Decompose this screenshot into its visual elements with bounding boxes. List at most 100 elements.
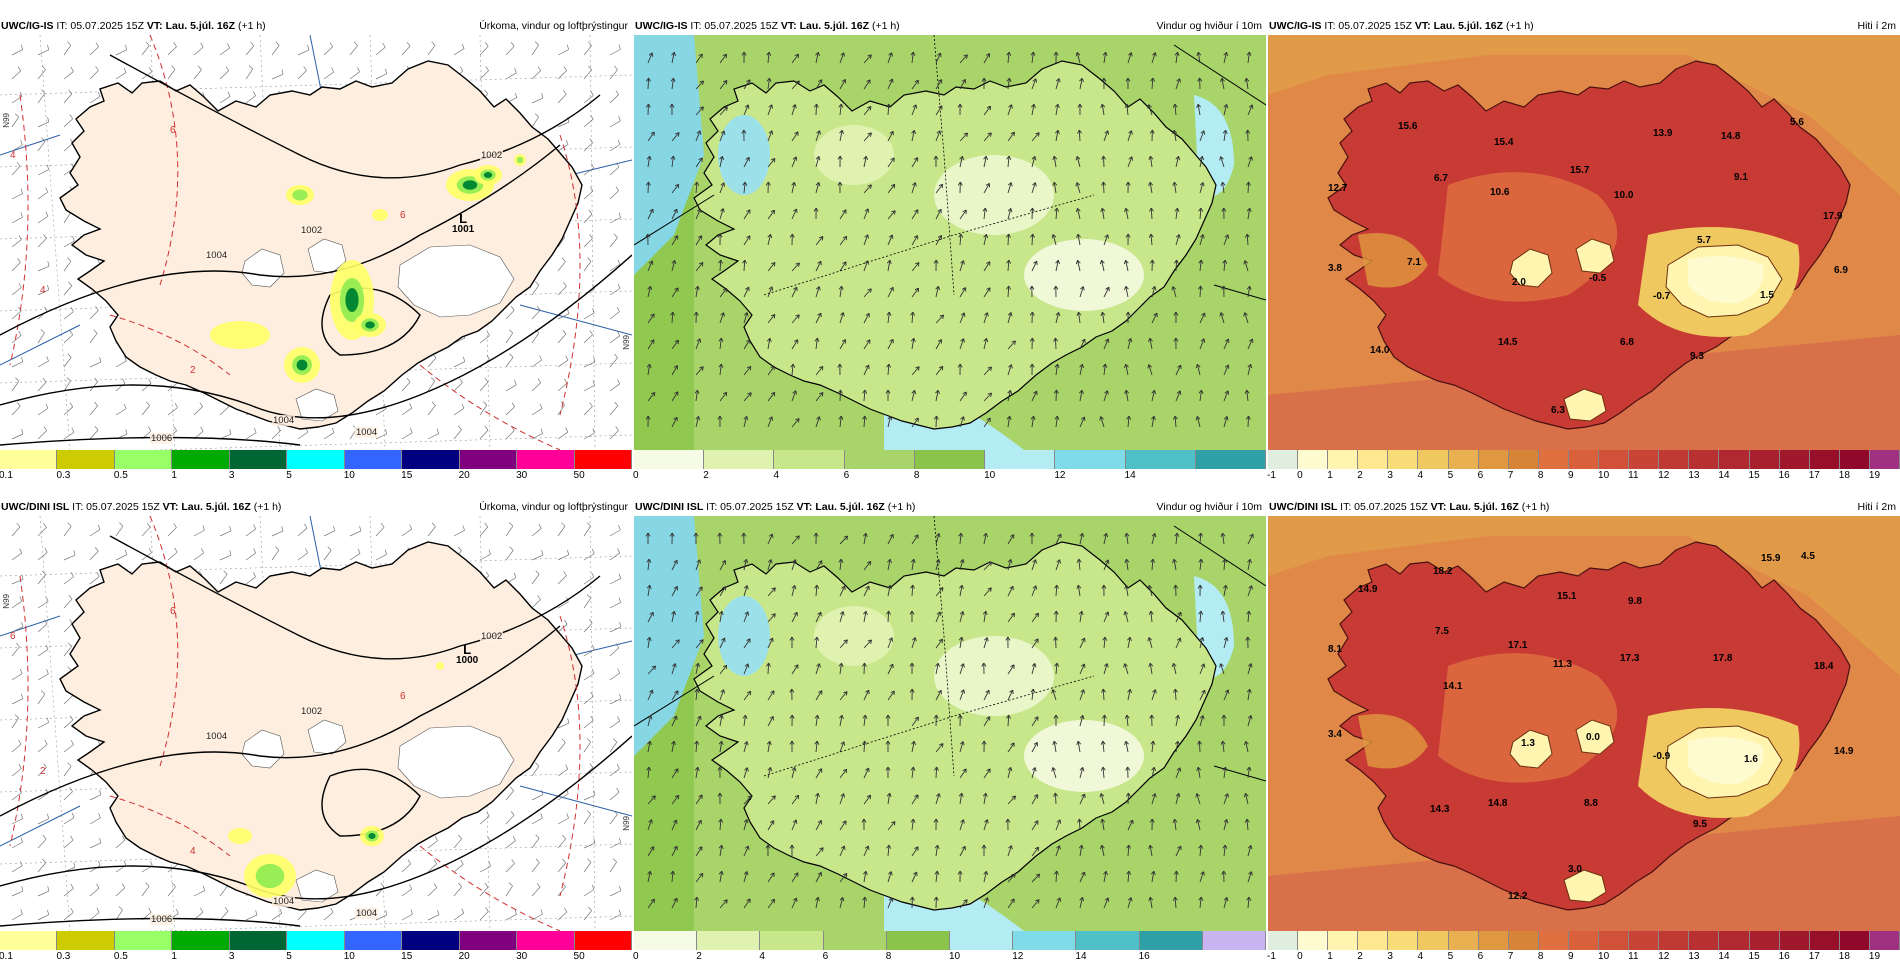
temperature-value: 1.6 [1744, 754, 1758, 765]
legend-swatch [0, 931, 57, 950]
wind-map-svg [634, 516, 1266, 931]
temperature-value: 18.2 [1433, 566, 1452, 577]
legend-swatch [115, 450, 172, 469]
grid-edge-label: N99 [622, 335, 631, 350]
legend-swatch [230, 931, 287, 950]
temperature-value: 6.3 [1551, 405, 1565, 416]
legend-tick-label: -1 [1267, 951, 1276, 962]
temperature-value: 9.3 [1690, 351, 1704, 362]
temperature-value: 1.5 [1760, 290, 1774, 301]
low-symbol: L [452, 213, 474, 224]
legend-tick-label: 10 [344, 470, 355, 481]
legend-swatch [1719, 450, 1749, 469]
temperature-value: 14.3 [1430, 804, 1449, 815]
legend-swatch [1126, 450, 1196, 469]
legend-tick-label: 19 [1869, 470, 1880, 481]
temperature-value: 12.7 [1328, 183, 1347, 194]
legend-tick-label: 4 [773, 470, 779, 481]
legend-swatch [1840, 450, 1870, 469]
legend-tick-label: 5 [1448, 470, 1454, 481]
map-view[interactable] [634, 35, 1266, 450]
temperature-value: 8.1 [1328, 644, 1342, 655]
legend-swatch [1328, 450, 1358, 469]
lead-time: (+1 h) [872, 20, 900, 32]
legend-tick-label: 0 [633, 951, 639, 962]
legend-tick-label: 3 [1387, 951, 1393, 962]
legend-tick-label: 14 [1075, 951, 1086, 962]
legend-swatch [345, 931, 402, 950]
legend-tick-label: 10 [344, 951, 355, 962]
low-pressure-value: 1001 [452, 224, 474, 235]
panel-header: UWC/IG-IS IT: 05.07.2025 15Z VT: Lau. 5.… [1268, 17, 1900, 35]
legend-swatch [760, 931, 823, 950]
legend-swatch [1750, 450, 1780, 469]
temperature-value: 15.7 [1570, 165, 1589, 176]
legend-swatch [915, 450, 985, 469]
legend-tick-label: 50 [574, 470, 585, 481]
temperature-value: 5.6 [1790, 117, 1804, 128]
panel-title: Úrkoma, vindur og loftþrýstingur [479, 498, 628, 516]
legend-swatch [634, 931, 697, 950]
legend-tick-label: 13 [1688, 951, 1699, 962]
legend-tick-label: 2 [1357, 951, 1363, 962]
panel-header: UWC/IG-IS IT: 05.07.2025 15Z VT: Lau. 5.… [634, 17, 1266, 35]
panel-header: UWC/DINI ISL IT: 05.07.2025 15Z VT: Lau.… [0, 498, 632, 516]
legend-swatch [287, 450, 344, 469]
legend-swatch [517, 450, 574, 469]
valid-time: VT: Lau. 5.júl. 16Z [163, 501, 251, 513]
legend-swatch [1479, 450, 1509, 469]
legend-swatch [172, 931, 229, 950]
legend-swatch [402, 450, 459, 469]
temperature-value: 14.9 [1358, 584, 1377, 595]
grid-edge-label: N99 [2, 594, 11, 609]
isotherm-label: 2 [190, 365, 196, 376]
panel-title: Úrkoma, vindur og loftþrýstingur [479, 17, 628, 35]
legend-tick-label: 10 [949, 951, 960, 962]
temperature-value: 17.3 [1620, 653, 1639, 664]
temperature-value: 14.1 [1443, 681, 1462, 692]
legend-swatch [172, 450, 229, 469]
legend-tick-label: 0 [633, 470, 639, 481]
temperature-value: -0.9 [1653, 751, 1670, 762]
legend-swatch [460, 931, 517, 950]
model-name: UWC/IG-IS [1, 20, 54, 32]
panel-header: UWC/DINI ISL IT: 05.07.2025 15Z VT: Lau.… [634, 498, 1266, 516]
valid-time: VT: Lau. 5.júl. 16Z [1415, 20, 1503, 32]
issue-time: IT: 05.07.2025 15Z [56, 20, 144, 32]
legend-swatch [1298, 931, 1328, 950]
isotherm-label: 4 [40, 285, 46, 296]
legend-swatch [1870, 450, 1900, 469]
temperature-value: 10.6 [1490, 187, 1509, 198]
map-view[interactable] [634, 516, 1266, 931]
legend-tick-label: 11 [1628, 951, 1638, 962]
temperature-value: -0.5 [1589, 273, 1606, 284]
isobar-label: 1002 [300, 225, 323, 236]
legend-swatch [1509, 931, 1539, 950]
legend-tick-label: 1 [171, 470, 177, 481]
legend-tick-label: 0.5 [114, 470, 128, 481]
legend-tick-label: 50 [574, 951, 585, 962]
legend-swatch [1388, 450, 1418, 469]
legend-swatch [115, 931, 172, 950]
legend-tick-label: 1 [1327, 951, 1333, 962]
legend-tick-label: 8 [914, 470, 920, 481]
legend-swatch [1689, 931, 1719, 950]
legend-swatch [1509, 450, 1539, 469]
legend-swatch [517, 931, 574, 950]
legend-swatch [1203, 931, 1266, 950]
temperature-value: 10.0 [1614, 190, 1633, 201]
temperature-value: 6.9 [1834, 265, 1848, 276]
legend-tick-label: 15 [401, 951, 412, 962]
legend-swatch [1629, 931, 1659, 950]
temperature-value: 15.1 [1557, 591, 1576, 602]
legend-tick-label: 5 [1448, 951, 1454, 962]
legend-swatch [1449, 931, 1479, 950]
legend-tick-label: 19 [1869, 951, 1880, 962]
legend-tick-label: 0.3 [56, 470, 70, 481]
legend-swatch [1418, 450, 1448, 469]
legend-swatch [1599, 931, 1629, 950]
